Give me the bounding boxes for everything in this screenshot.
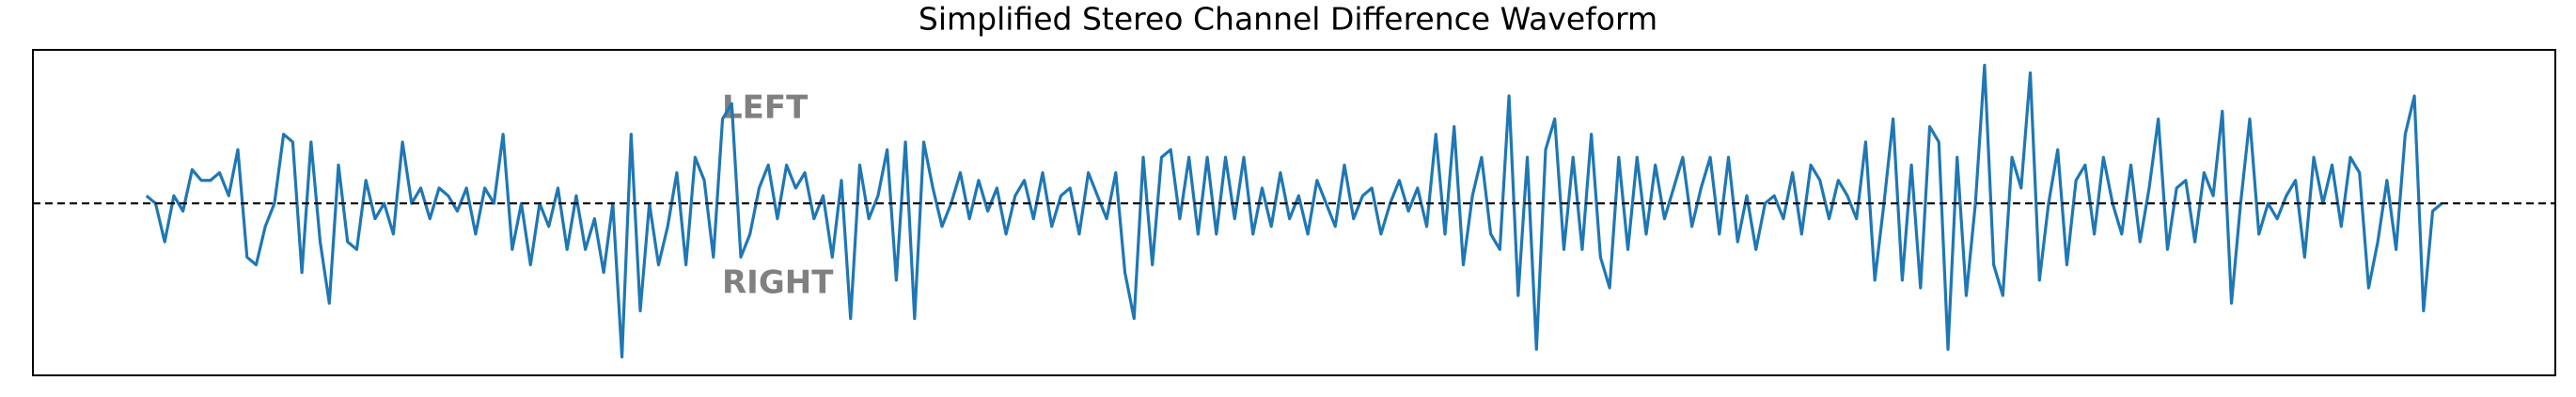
plot-frame xyxy=(32,49,2556,376)
waveform-line xyxy=(145,63,2443,359)
chart-title: Simplified Stereo Channel Difference Wav… xyxy=(919,1,1657,38)
annotation: RIGHT xyxy=(722,264,834,302)
annotation: LEFT xyxy=(722,89,809,127)
